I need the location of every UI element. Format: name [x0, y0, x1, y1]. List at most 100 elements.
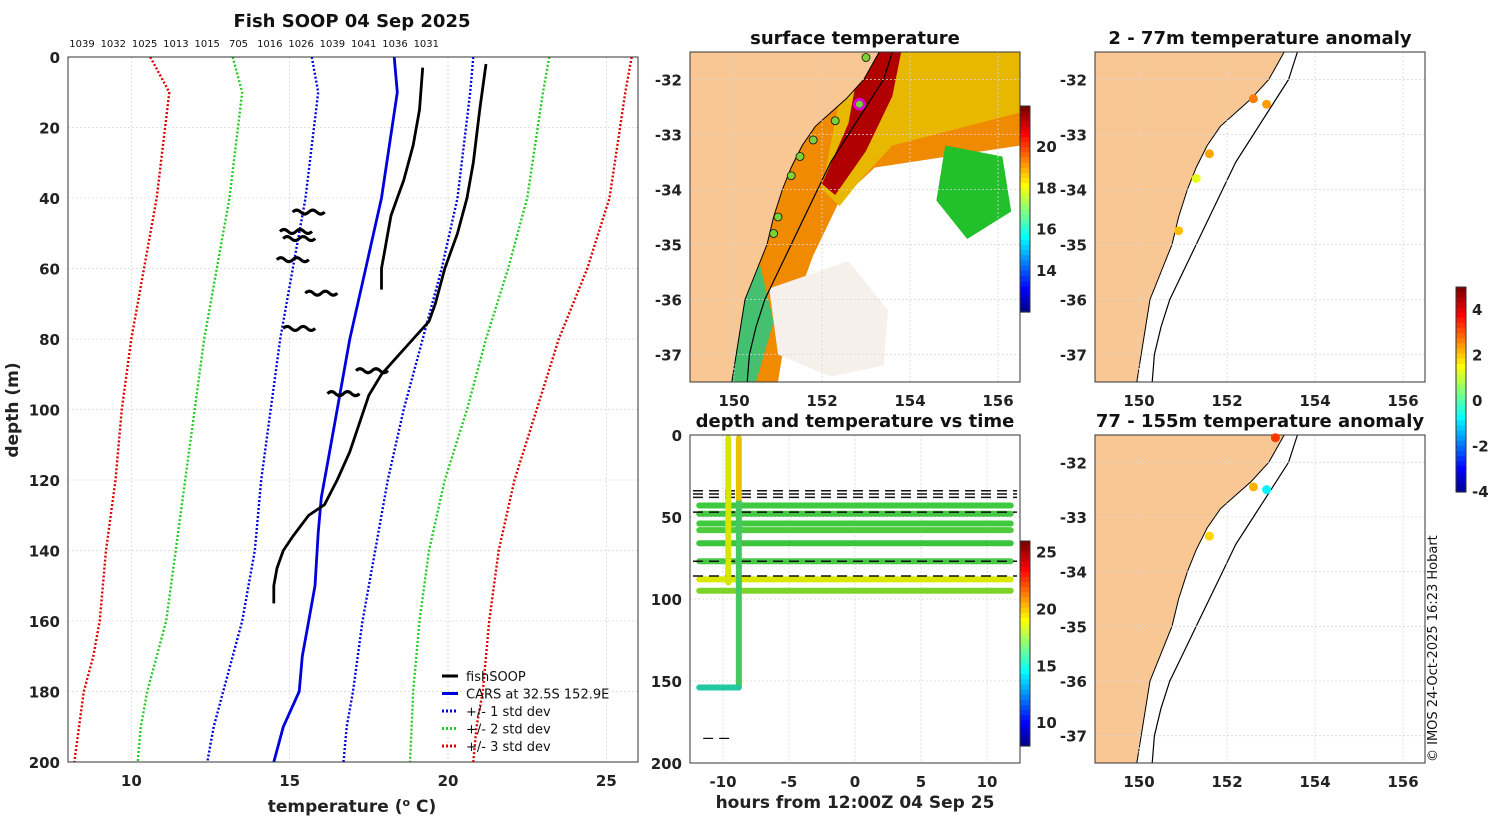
profile-series-line	[472, 56, 633, 763]
sst-colorbar-tick: 20	[1036, 138, 1057, 156]
anomaly-colorbar-cell	[1456, 445, 1466, 452]
sst-map: 150 152 154 156 -32 -33 -34 -35 -36 -37 14 16 18 20	[655, 51, 1057, 410]
sst-colorbar-cell	[1020, 301, 1030, 308]
profile-xtick-label: 25	[596, 772, 617, 790]
time-colorbar-cell	[1020, 705, 1030, 711]
time-colorbar-cell	[1020, 664, 1030, 670]
land	[689, 51, 881, 383]
map-ytick-label: -33	[1060, 127, 1087, 145]
time-colorbar-cell	[1020, 592, 1030, 598]
sst-colorbar-cell	[1020, 106, 1030, 112]
map-xtick-label: 156	[1387, 392, 1418, 410]
track-point	[808, 135, 818, 145]
sst-colorbar-cell	[1020, 111, 1030, 117]
sst-colorbar-cell	[1020, 131, 1030, 138]
sst-colorbar-cell	[1020, 291, 1030, 298]
anomaly-colorbar-cell	[1456, 328, 1466, 334]
map-ytick-label: -35	[1060, 237, 1087, 255]
sst-colorbar-cell	[1020, 172, 1030, 179]
sst-colorbar-cell	[1020, 296, 1030, 303]
anomaly-colorbar-cell	[1456, 404, 1466, 411]
anomaly-colorbar-cell	[1456, 343, 1466, 350]
pressure-label: 1013	[163, 39, 188, 50]
sst-colorbar-cell	[1020, 126, 1030, 133]
sst-colorbar-cell	[1020, 275, 1030, 282]
map-xtick-label: 150	[1123, 773, 1154, 791]
profile-ylabel: depth (m)	[3, 362, 23, 457]
anomaly-colorbar-tick: 0	[1472, 392, 1482, 410]
profile-ytick-label: 140	[29, 543, 60, 561]
profile-xtick-label: 10	[121, 772, 142, 790]
anom2-title: 77 - 155m temperature anomaly	[1096, 411, 1425, 432]
map-ytick-label: -32	[655, 72, 682, 90]
legend-label: +/- 3 std dev	[466, 740, 551, 755]
time-ytick-label: 0	[672, 427, 682, 445]
current-location-marker	[853, 98, 866, 111]
map-ytick-label: -35	[655, 237, 682, 255]
sst-colorbar-cell	[1020, 162, 1030, 169]
sst-colorbar-cell	[1020, 152, 1030, 159]
anomaly-colorbar-cell	[1456, 307, 1466, 314]
time-colorbar-cell	[1020, 638, 1030, 645]
sst-colorbar-cell	[1020, 286, 1030, 292]
legend-label: CARS at 32.5S 152.9E	[466, 688, 609, 703]
map-ytick-label: -35	[1060, 618, 1087, 636]
sst-colorbar-cell	[1020, 229, 1030, 236]
anomaly-colorbar-cell	[1456, 476, 1466, 483]
map-xtick-label: 150	[718, 392, 749, 410]
land	[1094, 434, 1286, 764]
time-ytick-label: 150	[651, 673, 682, 691]
map-ytick-label: -37	[1060, 347, 1087, 365]
time-colorbar-cell	[1020, 725, 1030, 732]
time-colorbar-cell	[1020, 566, 1030, 573]
sst-colorbar-cell	[1020, 239, 1030, 246]
pressure-label: 1041	[351, 39, 376, 50]
time-colorbar-cell	[1020, 623, 1030, 629]
anomaly-colorbar-cell	[1456, 287, 1466, 293]
anomaly-colorbar-cell	[1456, 394, 1466, 401]
time-colorbar-cell	[1020, 653, 1030, 660]
profile-frame	[67, 56, 639, 763]
map-xtick-label: 152	[1211, 392, 1242, 410]
anomaly-map-deep: 150 152 154 156 -32 -33 -34 -35 -36 -37	[1060, 433, 1426, 791]
map-xtick-label: 156	[982, 392, 1013, 410]
time-xtick-label: 10	[977, 773, 998, 791]
time-colorbar-cell	[1020, 715, 1030, 721]
sst-colorbar-cell	[1020, 116, 1030, 123]
time-colorbar-cell	[1020, 571, 1030, 578]
sst-colorbar-cell	[1020, 219, 1030, 226]
sst-colorbar-cell	[1020, 306, 1030, 313]
sst-colorbar-cell	[1020, 255, 1030, 262]
time-colorbar-cell	[1020, 617, 1030, 624]
profile-title: Fish SOOP 04 Sep 2025	[233, 11, 470, 32]
map-xtick-label: 156	[1387, 773, 1418, 791]
time-colorbar-cell	[1020, 720, 1030, 727]
anomaly-point	[1262, 485, 1272, 495]
anomaly-colorbar-tick: 2	[1472, 346, 1482, 364]
track-point	[769, 229, 778, 238]
time-colorbar-cell	[1020, 561, 1030, 568]
anomaly-colorbar-cell	[1456, 302, 1466, 309]
sst-colorbar-cell	[1020, 157, 1030, 164]
sst-colorbar-tick: 18	[1036, 179, 1057, 197]
sst-colorbar-tick: 14	[1036, 262, 1057, 280]
fish-school-mark	[275, 256, 310, 264]
sst-colorbar-cell	[1020, 142, 1030, 148]
pressure-label: 705	[229, 39, 248, 50]
pressure-label: 1036	[382, 39, 407, 50]
fish-school-mark	[282, 324, 317, 332]
pressure-label: 1026	[288, 39, 313, 50]
time-colorbar-cell	[1020, 551, 1030, 557]
anomaly-colorbar-cell	[1456, 333, 1466, 339]
pressure-label: 1025	[132, 39, 157, 50]
sst-colorbar-cell	[1020, 260, 1030, 267]
sst-colorbar-tick: 16	[1036, 221, 1057, 239]
map-xtick-label: 152	[1211, 773, 1242, 791]
sst-colorbar-cell	[1020, 203, 1030, 210]
pressure-label: 1015	[194, 39, 219, 50]
time-colorbar-cell	[1020, 597, 1030, 604]
map-ytick-label: -34	[655, 182, 682, 200]
profile-series	[73, 56, 633, 763]
time-colorbar-cell	[1020, 674, 1030, 680]
